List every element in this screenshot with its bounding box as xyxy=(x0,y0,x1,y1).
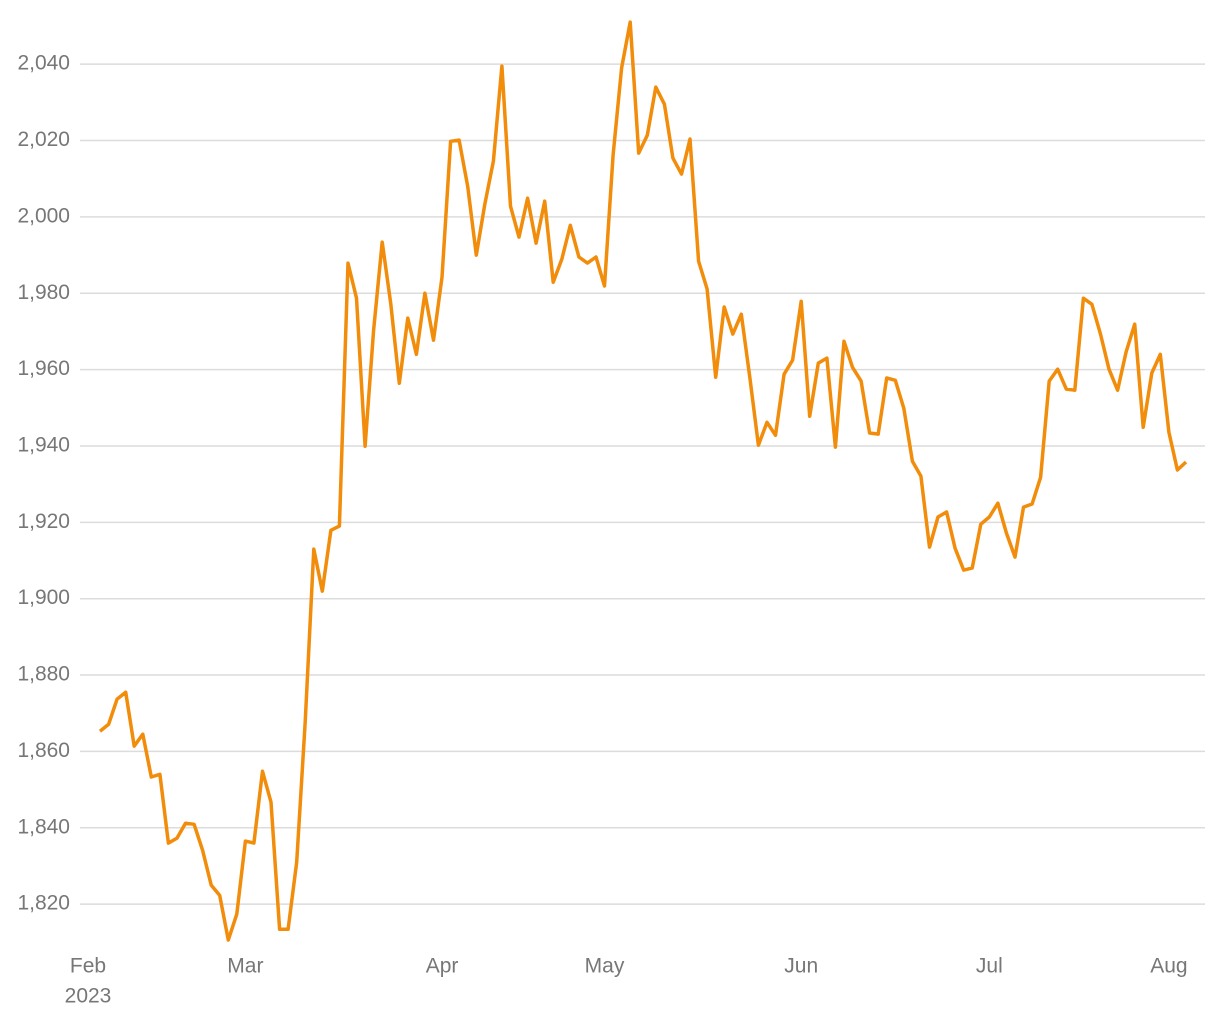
x-tick-label: Apr xyxy=(426,955,459,978)
y-tick-label: 2,020 xyxy=(17,128,70,151)
series-line xyxy=(98,20,1188,942)
y-tick-label: 2,040 xyxy=(17,52,70,75)
x-tick-label: Feb xyxy=(70,955,106,978)
x-tick-label: Jun xyxy=(784,955,818,978)
y-tick-label: 1,980 xyxy=(17,281,70,304)
y-tick-label: 1,820 xyxy=(17,892,70,915)
x-tick-label: Jul xyxy=(976,955,1003,978)
y-tick-label: 1,920 xyxy=(17,510,70,533)
y-tick-label: 1,840 xyxy=(17,815,70,838)
y-tick-label: 1,880 xyxy=(17,663,70,686)
y-tick-label: 1,860 xyxy=(17,739,70,762)
x-tick-label: May xyxy=(585,955,625,978)
x-year-label: 2023 xyxy=(65,985,112,1008)
y-tick-label: 1,940 xyxy=(17,434,70,457)
y-tick-label: 2,000 xyxy=(17,204,70,227)
x-tick-label: Aug xyxy=(1150,955,1187,978)
x-tick-label: Mar xyxy=(227,955,263,978)
y-tick-label: 1,900 xyxy=(17,586,70,609)
y-tick-label: 1,960 xyxy=(17,357,70,380)
